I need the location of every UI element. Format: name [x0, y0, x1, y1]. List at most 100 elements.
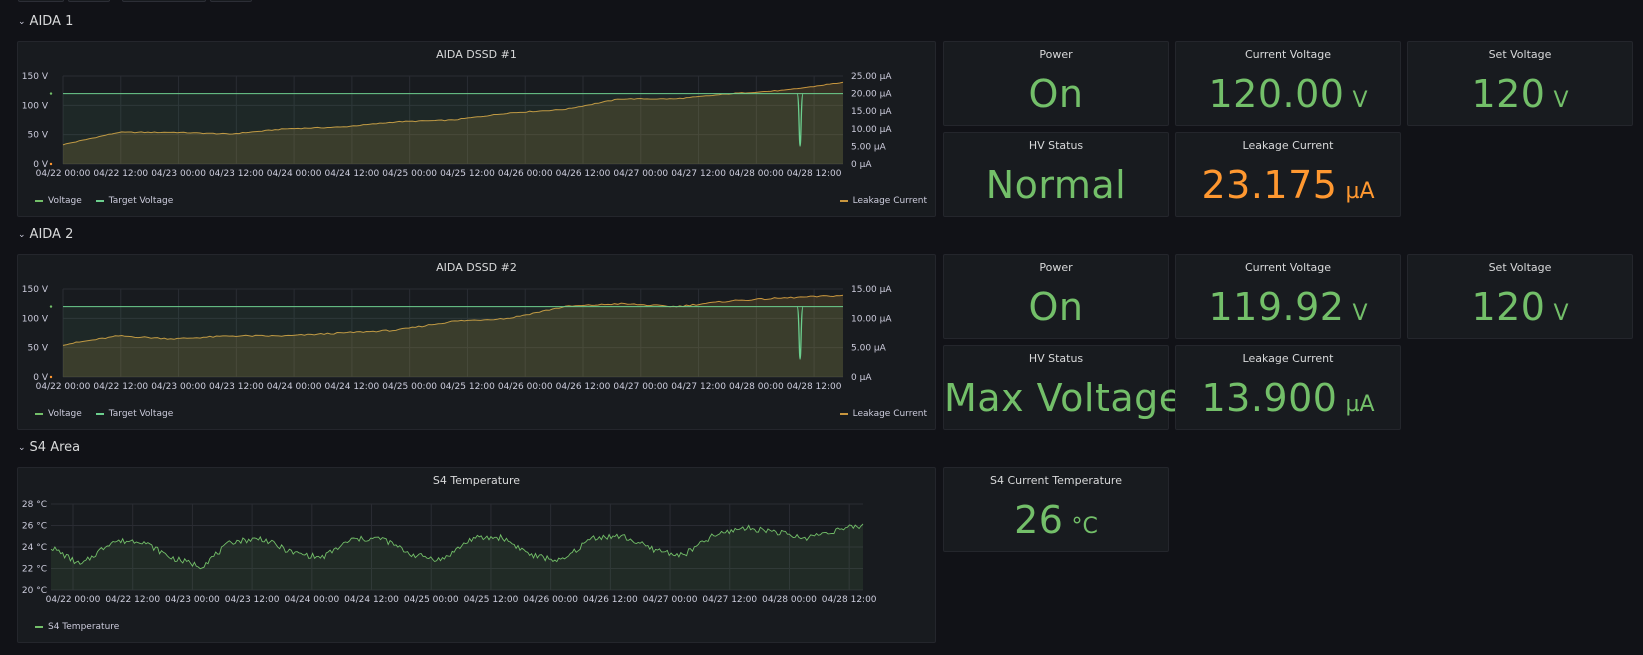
toolbar-button[interactable] [210, 0, 252, 2]
toolbar-button[interactable] [122, 0, 206, 2]
x-tick-label: 04/25 12:00 [464, 595, 519, 605]
x-tick-label: 04/25 00:00 [404, 595, 459, 605]
x-tick-label: 04/22 00:00 [46, 595, 101, 605]
stat-value: 120 V [1471, 72, 1569, 116]
x-tick-label: 04/24 12:00 [344, 595, 399, 605]
y2-tick-label: 0 µA [851, 160, 872, 170]
x-tick-label: 04/25 00:00 [382, 169, 437, 179]
panel-title: AIDA DSSD #1 [436, 48, 517, 61]
panel-title: AIDA DSSD #2 [436, 261, 517, 274]
stat-panel-power[interactable]: Power On [943, 254, 1169, 339]
voltage-point [49, 305, 53, 308]
x-tick-label: 04/26 12:00 [583, 595, 638, 605]
panel-title: Set Voltage [1488, 261, 1552, 274]
y2-tick-label: 10.00 µA [851, 314, 892, 324]
row-title: AIDA 1 [29, 14, 74, 29]
x-tick-label: 04/26 12:00 [556, 169, 611, 179]
y-tick-label: 28 °C [22, 500, 47, 510]
stat-panel-set-voltage[interactable]: Set Voltage 120 V [1407, 254, 1633, 339]
x-tick-label: 04/26 00:00 [523, 595, 578, 605]
legend: Voltage Target Voltage [35, 409, 173, 419]
y2-tick-label: 0 µA [851, 373, 872, 383]
x-tick-label: 04/27 00:00 [613, 169, 668, 179]
legend-item-leakage-current[interactable]: Leakage Current [839, 196, 927, 206]
row-title: S4 Area [29, 440, 81, 455]
row-header-aida1[interactable]: ⌄ AIDA 1 [18, 14, 73, 29]
panel-title: S4 Temperature [432, 474, 521, 487]
x-tick-label: 04/23 12:00 [225, 595, 280, 605]
x-tick-label: 04/23 00:00 [165, 595, 220, 605]
target-voltage-area [63, 93, 843, 164]
stat-value: 13.900 µA [1201, 376, 1375, 420]
stat-value: Normal [985, 163, 1127, 207]
x-tick-label: 04/28 12:00 [822, 595, 877, 605]
stat-panel-set-voltage[interactable]: Set Voltage 120 V [1407, 41, 1633, 126]
panel-title: Leakage Current [1242, 139, 1334, 152]
panel-title: Leakage Current [1242, 352, 1334, 365]
panel-title: HV Status [1028, 139, 1084, 152]
graph-panel-aida2[interactable]: AIDA DSSD #2 150 V 100 V 50 V 0 V 15.00 µA 10… [17, 254, 936, 430]
x-tick-label: 04/24 12:00 [325, 169, 380, 179]
stat-panel-power[interactable]: Power On [943, 41, 1169, 126]
stat-panel-leakage-current[interactable]: Leakage Current 23.175 µA [1175, 132, 1401, 217]
leakage-current-line [62, 81, 844, 146]
toolbar-button[interactable] [68, 0, 110, 2]
x-tick-label: 04/27 00:00 [613, 382, 668, 392]
stat-value: 120 V [1471, 285, 1569, 329]
legend-item-s4-temperature[interactable]: S4 Temperature [35, 622, 119, 632]
stat-panel-leakage-current[interactable]: Leakage Current 13.900 µA [1175, 345, 1401, 430]
x-tick-label: 04/23 00:00 [151, 382, 206, 392]
graph-panel-s4-temperature[interactable]: S4 Temperature 28 °C 26 °C 24 °C 22 °C 20 °C… [17, 467, 936, 643]
x-tick-label: 04/28 12:00 [787, 382, 842, 392]
voltage-point [49, 92, 53, 95]
y-tick-label: 100 V [22, 314, 49, 324]
y2-tick-label: 25.00 µA [851, 72, 892, 82]
legend-item-target-voltage[interactable]: Target Voltage [95, 409, 173, 419]
x-tick-label: 04/26 00:00 [498, 169, 553, 179]
x-tick-label: 04/22 00:00 [36, 382, 91, 392]
x-tick-label: 04/27 12:00 [671, 169, 726, 179]
x-tick-label: 04/26 00:00 [498, 382, 553, 392]
chevron-down-icon: ⌄ [18, 229, 26, 240]
stat-panel-hv-status[interactable]: HV Status Max Voltage [943, 345, 1182, 430]
x-tick-label: 04/24 00:00 [284, 595, 339, 605]
stat-panel-s4-current-temperature[interactable]: S4 Current Temperature 26 °C [943, 467, 1169, 552]
y-tick-label: 26 °C [22, 522, 47, 532]
y2-tick-label: 5.00 µA [851, 142, 887, 152]
x-tick-label: 04/24 00:00 [267, 169, 322, 179]
x-tick-label: 04/22 12:00 [105, 595, 160, 605]
toolbar-button[interactable] [18, 0, 64, 2]
leakage-current-area [63, 82, 843, 164]
x-tick-label: 04/28 12:00 [787, 169, 842, 179]
voltage-point [49, 375, 53, 379]
panel-title: Set Voltage [1488, 48, 1552, 61]
legend-item-voltage[interactable]: Voltage [35, 409, 82, 419]
y-tick-label: 24 °C [22, 543, 47, 553]
graph-panel-aida1[interactable]: AIDA DSSD #1 150 V 100 V 50 V 0 V 25.00 µA 20… [17, 41, 936, 217]
stat-panel-current-voltage[interactable]: Current Voltage 120.00 V [1175, 41, 1401, 126]
y2-tick-label: 15.00 µA [851, 107, 892, 117]
leakage-current-area [63, 295, 843, 377]
x-tick-label: 04/24 12:00 [325, 382, 380, 392]
panel-title: Power [1039, 48, 1073, 61]
x-tick-label: 04/27 12:00 [671, 382, 726, 392]
panel-title: Current Voltage [1244, 261, 1332, 274]
stat-value: On [1028, 285, 1084, 329]
legend-item-leakage-current[interactable]: Leakage Current [839, 409, 927, 419]
y-tick-label: 0 V [33, 160, 49, 170]
stat-panel-current-voltage[interactable]: Current Voltage 119.92 V [1175, 254, 1401, 339]
y-tick-label: 20 °C [22, 586, 47, 596]
panel-title: Power [1039, 261, 1073, 274]
x-tick-label: 04/23 12:00 [209, 169, 264, 179]
x-tick-label: 04/26 12:00 [556, 382, 611, 392]
stat-value: 23.175 µA [1201, 163, 1375, 207]
legend-item-target-voltage[interactable]: Target Voltage [95, 196, 173, 206]
row-header-s4-area[interactable]: ⌄ S4 Area [18, 440, 80, 455]
stat-panel-hv-status[interactable]: HV Status Normal [943, 132, 1169, 217]
leakage-current-line [62, 294, 844, 346]
x-tick-label: 04/25 12:00 [440, 169, 495, 179]
y-tick-label: 100 V [22, 101, 49, 111]
s4-temperature-area [51, 523, 863, 590]
legend-item-voltage[interactable]: Voltage [35, 196, 82, 206]
row-header-aida2[interactable]: ⌄ AIDA 2 [18, 227, 73, 242]
